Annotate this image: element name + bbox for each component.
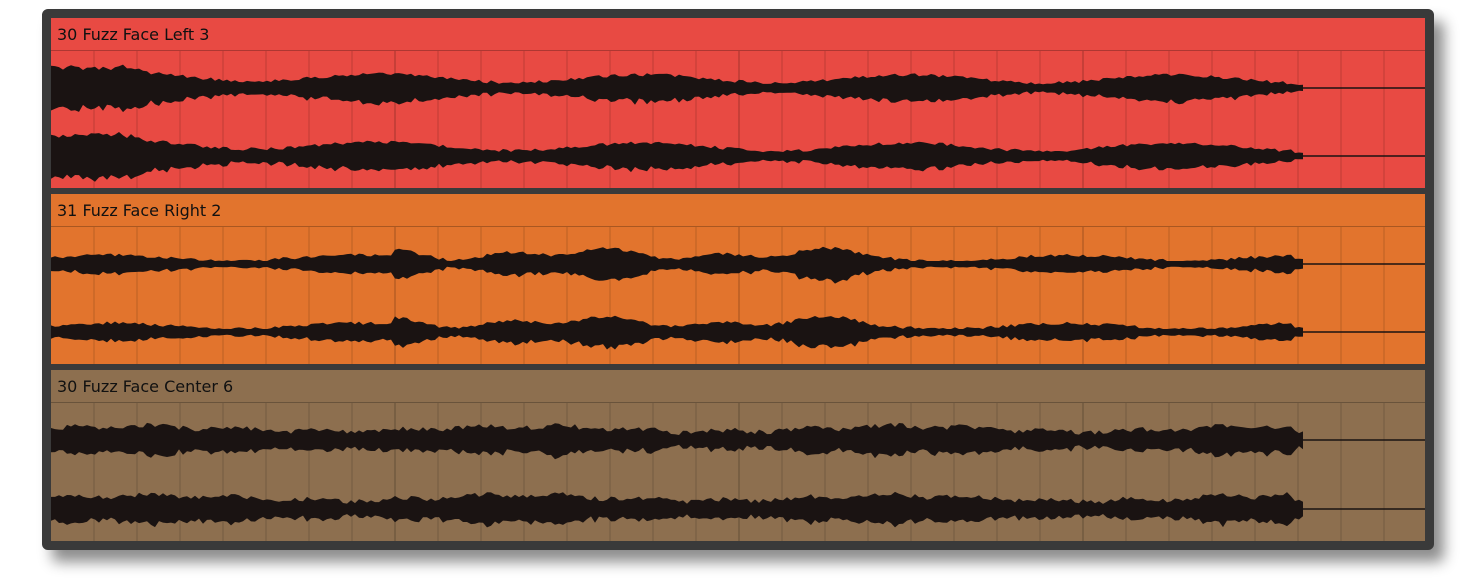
waveform-channel-left <box>51 422 1303 460</box>
waveform-display <box>51 51 1425 188</box>
clip-waveform-area[interactable] <box>51 403 1425 541</box>
clip-waveform-area[interactable] <box>51 227 1425 364</box>
waveform-channel-right <box>51 132 1303 182</box>
clip-name: 30 Fuzz Face Left 3 <box>57 25 210 44</box>
audio-clip-fuzz-face-center[interactable]: 30 Fuzz Face Center 6 <box>51 370 1425 541</box>
audio-clip-fuzz-face-right[interactable]: 31 Fuzz Face Right 2 <box>51 194 1425 364</box>
waveform-display <box>51 403 1425 541</box>
clip-name: 31 Fuzz Face Right 2 <box>57 201 222 220</box>
waveform-channel-right <box>51 315 1303 350</box>
clip-name: 30 Fuzz Face Center 6 <box>57 377 234 396</box>
audio-clip-fuzz-face-left[interactable]: 30 Fuzz Face Left 3 <box>51 18 1425 188</box>
clip-title-bar[interactable]: 30 Fuzz Face Left 3 <box>51 18 1425 51</box>
clip-waveform-area[interactable] <box>51 51 1425 188</box>
waveform-channel-right <box>51 491 1303 528</box>
waveform-channel-left <box>51 64 1303 113</box>
clip-title-bar[interactable]: 30 Fuzz Face Center 6 <box>51 370 1425 403</box>
clip-title-bar[interactable]: 31 Fuzz Face Right 2 <box>51 194 1425 227</box>
arrangement-clip-group: 30 Fuzz Face Left 3 31 Fuzz Face Right 2… <box>42 9 1434 550</box>
waveform-channel-left <box>51 246 1303 284</box>
waveform-display <box>51 227 1425 364</box>
